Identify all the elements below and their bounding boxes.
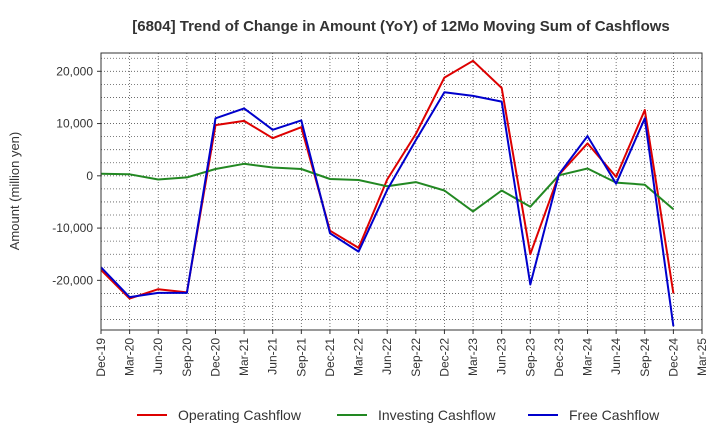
x-tick-label: Jun-22 — [380, 338, 394, 375]
plot-frame — [100, 52, 703, 331]
x-tick-label: Sep-20 — [180, 338, 194, 377]
y-axis: 20,000 10,000 0 -10,000 -20,000 — [52, 64, 101, 287]
x-tick-label: Dec-23 — [552, 338, 566, 377]
x-tick-label: Sep-21 — [294, 338, 308, 377]
x-tick-label: Mar-21 — [237, 338, 251, 376]
y-tick-label: -10,000 — [52, 221, 93, 235]
y-tick-label: -20,000 — [52, 273, 93, 287]
x-tick-label: Sep-24 — [638, 338, 652, 377]
x-tick-label: Jun-20 — [151, 338, 165, 375]
x-tick-label: Jun-23 — [495, 338, 509, 375]
chart-title: [6804] Trend of Change in Amount (YoY) o… — [132, 18, 670, 35]
x-tick-label: Jun-21 — [266, 338, 280, 375]
x-tick-label: Mar-25 — [695, 338, 709, 376]
y-axis-label: Amount (million yen) — [7, 132, 22, 251]
x-tick-label: Mar-20 — [123, 338, 137, 376]
series-line-free-cashflow — [100, 91, 675, 327]
legend-label: Free Cashflow — [569, 407, 660, 423]
legend-label: Investing Cashflow — [378, 407, 496, 423]
series-line-investing-cashflow — [100, 162, 675, 213]
x-tick-label: Dec-21 — [323, 338, 337, 377]
series-lines — [100, 59, 675, 327]
x-tick-label: Mar-23 — [466, 338, 480, 376]
y-tick-label: 20,000 — [56, 64, 93, 78]
legend: Operating Cashflow Investing Cashflow Free… — [137, 407, 660, 423]
x-tick-label: Dec-24 — [666, 338, 680, 377]
x-tick-label: Mar-24 — [581, 338, 595, 376]
x-tick-label: Jun-24 — [609, 338, 623, 375]
x-tick-label: Dec-19 — [94, 338, 108, 377]
y-tick-label: 10,000 — [56, 117, 93, 131]
plot-area — [101, 53, 702, 330]
y-tick-label: 0 — [86, 169, 93, 183]
x-tick-label: Mar-22 — [352, 338, 366, 376]
legend-label: Operating Cashflow — [178, 407, 302, 423]
y-gridlines — [101, 57, 702, 320]
x-tick-label: Dec-22 — [437, 338, 451, 377]
x-tick-label: Dec-20 — [208, 338, 222, 377]
x-axis: Dec-19 Mar-20 Jun-20 Sep-20 Dec-20 Mar-21 Jun-… — [94, 330, 709, 377]
x-tick-label: Sep-22 — [409, 338, 423, 377]
x-tick-label: Sep-23 — [523, 338, 537, 377]
